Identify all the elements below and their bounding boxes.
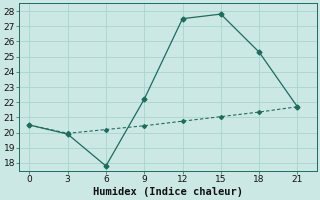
X-axis label: Humidex (Indice chaleur): Humidex (Indice chaleur) <box>93 186 243 197</box>
